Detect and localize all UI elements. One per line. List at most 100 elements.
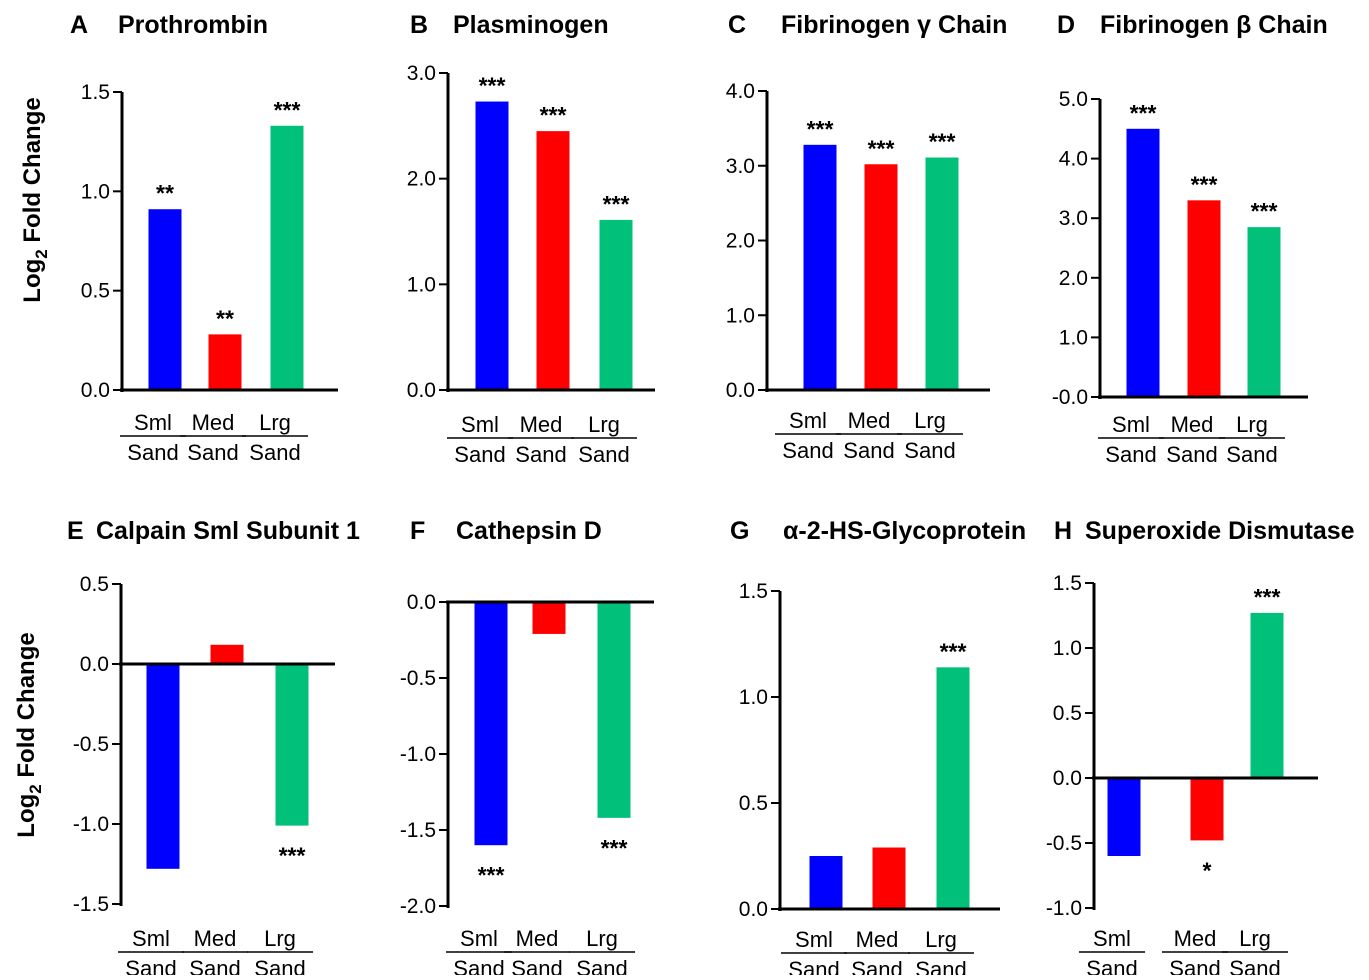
category-label-top: Sml bbox=[789, 408, 827, 433]
bar-med bbox=[210, 644, 244, 664]
y-tick-label: 0.5 bbox=[80, 573, 109, 596]
category-label-top: Sml bbox=[1093, 926, 1131, 951]
panel-letter: D bbox=[1057, 11, 1075, 39]
category-label-bottom: Sand bbox=[187, 440, 238, 465]
panel-title: Fibrinogen β Chain bbox=[1100, 11, 1328, 39]
y-tick-label: 1.0 bbox=[1059, 326, 1088, 349]
category-label-bottom: Sand bbox=[1226, 442, 1277, 467]
y-tick-label: 0.0 bbox=[1053, 767, 1082, 790]
panel-a: A Prothrombin*******0.00.51.01.5SmlSandMe… bbox=[70, 11, 338, 465]
y-tick-label: -1.0 bbox=[400, 743, 436, 766]
y-tick-label: 0.0 bbox=[80, 653, 109, 676]
panel-letter: A bbox=[70, 11, 88, 39]
panel-h: H Superoxide Dismutase****-1.0-0.50.00.51… bbox=[1046, 517, 1355, 980]
bar-sml bbox=[148, 209, 182, 390]
category-label-bottom: Sand bbox=[1166, 442, 1217, 467]
y-tick-label: 4.0 bbox=[726, 80, 755, 103]
y-tick-label: 0.5 bbox=[1053, 702, 1082, 725]
y-tick-label: 0.0 bbox=[739, 898, 768, 921]
significance-label: *** bbox=[279, 843, 306, 869]
y-tick-label: -0.5 bbox=[1046, 832, 1082, 855]
y-tick-label: 3.0 bbox=[726, 155, 755, 178]
panel-letter: B bbox=[410, 11, 428, 39]
category-label-top: Lrg bbox=[914, 408, 946, 433]
panel-letter: C bbox=[728, 11, 746, 39]
category-label-top: Med bbox=[194, 926, 237, 951]
panel-title: Cathepsin D bbox=[456, 517, 602, 545]
category-label-top: Med bbox=[1174, 926, 1217, 951]
bar-sml bbox=[146, 664, 180, 869]
category-label-bottom: Sand bbox=[782, 438, 833, 463]
category-label-top: Sml bbox=[134, 410, 172, 435]
bar-med bbox=[872, 847, 906, 909]
bar-sml bbox=[474, 602, 508, 846]
significance-label: *** bbox=[1191, 171, 1218, 197]
category-label-bottom: Sand bbox=[249, 440, 300, 465]
panel-title: Superoxide Dismutase bbox=[1085, 517, 1355, 545]
y-tick-label: 1.0 bbox=[739, 686, 768, 709]
bar-sml bbox=[1107, 778, 1141, 856]
category-label-top: Med bbox=[856, 927, 899, 952]
y-tick-label: -0.5 bbox=[73, 733, 109, 756]
bar-med bbox=[864, 164, 898, 390]
panel-e: E Calpain Sml Subunit 1 *** -1.5 -1.0 -0.5 0.0… bbox=[67, 517, 360, 980]
y-tick-label: 1.0 bbox=[407, 273, 436, 296]
y-tick-label: 0.5 bbox=[739, 792, 768, 815]
bar-med bbox=[208, 334, 242, 390]
panel-f: F Cathepsin D *** *** -2.0 -1.5 -1.0 -0.5 0.0 Sml… bbox=[400, 517, 654, 980]
category-label-top: Sml bbox=[1112, 412, 1150, 437]
category-label-top: Lrg bbox=[1236, 412, 1268, 437]
significance-label: *** bbox=[601, 835, 628, 861]
category-label-bottom: Sand bbox=[254, 956, 305, 975]
category-label-bottom: Sand bbox=[1229, 956, 1280, 975]
category-label-top: Med bbox=[516, 926, 559, 951]
category-label-top: Sml bbox=[795, 927, 833, 952]
category-label-bottom: Sand bbox=[904, 438, 955, 463]
panel-title: Fibrinogen γ Chain bbox=[781, 11, 1007, 39]
significance-label: ** bbox=[216, 305, 234, 331]
y-tick-label: 2.0 bbox=[726, 230, 755, 253]
bar-sml bbox=[809, 856, 843, 909]
category-label-top: Lrg bbox=[588, 412, 620, 437]
y-tick-label: -0.5 bbox=[400, 667, 436, 690]
significance-label: ** bbox=[156, 180, 174, 206]
bar-lrg bbox=[1247, 227, 1281, 397]
category-label-bottom: Sand bbox=[576, 956, 627, 975]
bar-lrg bbox=[936, 667, 970, 909]
category-label-bottom: Sand bbox=[189, 956, 240, 975]
category-label-top: Sml bbox=[461, 412, 499, 437]
y-tick-label: 0.5 bbox=[81, 280, 110, 303]
category-label-bottom: Sand bbox=[1086, 956, 1137, 975]
significance-label: * bbox=[1203, 857, 1212, 883]
category-label-bottom: Sand bbox=[453, 956, 504, 975]
y-tick-label: 1.0 bbox=[1053, 637, 1082, 660]
y-axis-label-text-top: Log2 Fold Change bbox=[19, 97, 51, 302]
y-tick-label: 2.0 bbox=[1059, 267, 1088, 290]
category-label-top: Sml bbox=[132, 926, 170, 951]
y-tick-label: -1.5 bbox=[400, 819, 436, 842]
panel-letter: F bbox=[410, 517, 425, 545]
bar-med bbox=[1190, 778, 1224, 841]
y-tick-label: -2.0 bbox=[400, 895, 436, 918]
category-label-bottom: Sand bbox=[1169, 956, 1220, 975]
category-label-top: Lrg bbox=[1239, 926, 1271, 951]
category-label-bottom: Sand bbox=[578, 442, 629, 467]
y-tick-label: 2.0 bbox=[407, 168, 436, 191]
y-tick-label: 1.5 bbox=[81, 81, 110, 104]
significance-label: *** bbox=[807, 116, 834, 142]
significance-label: *** bbox=[1130, 100, 1157, 126]
bar-sml bbox=[803, 144, 837, 390]
y-tick-label: 0.0 bbox=[407, 591, 436, 614]
y-axis-label-top: Log2 Fold Change bbox=[19, 97, 51, 302]
y-tick-label: 3.0 bbox=[407, 62, 436, 85]
bar-lrg bbox=[275, 664, 309, 826]
category-label-bottom: Sand bbox=[851, 957, 902, 975]
category-label-top: Lrg bbox=[259, 410, 291, 435]
panel-b: B Plasminogen *** *** *** 0.0 1.0 2.0 3.0 Sml Sand… bbox=[407, 11, 655, 467]
category-label-top: Med bbox=[1171, 412, 1214, 437]
y-tick-label: 1.5 bbox=[739, 580, 768, 603]
category-label-bottom: Sand bbox=[511, 956, 562, 975]
y-axis-label-text-bottom: Log2 Fold Change bbox=[13, 632, 45, 837]
